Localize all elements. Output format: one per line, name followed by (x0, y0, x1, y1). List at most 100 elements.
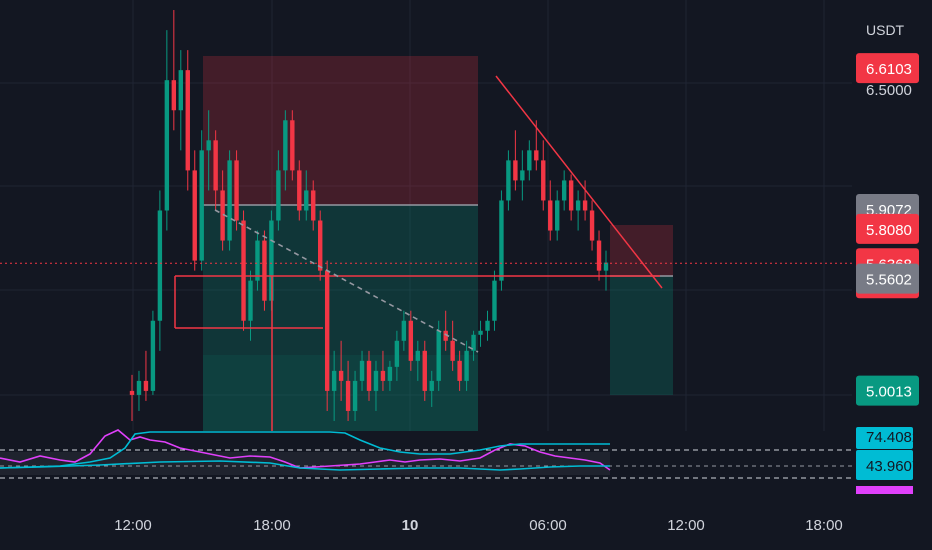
projection-dashed-line[interactable] (214, 209, 479, 353)
candle (171, 10, 177, 131)
candle (541, 140, 546, 211)
candle (192, 150, 197, 271)
candle-body (283, 120, 288, 171)
price-tag-bg (856, 213, 919, 244)
y-tick-label: 6.5000 (866, 82, 912, 99)
candle (136, 370, 142, 411)
candle (143, 350, 149, 401)
candle-body (199, 150, 204, 261)
candle-body (255, 240, 260, 281)
candle (262, 230, 267, 311)
candle (568, 174, 574, 221)
candle-body (436, 330, 441, 381)
candle (297, 160, 302, 221)
candle (394, 330, 400, 381)
indicator-tag-value: 74.4082 (866, 429, 920, 446)
price-tag: 5.5602 (856, 263, 919, 294)
price-tag-value: 5.0013 (866, 384, 912, 401)
candle-body (555, 200, 560, 231)
price-tag: 6.6103 (856, 53, 919, 84)
price-tag-value: 5.8080 (866, 222, 912, 239)
candle (520, 150, 525, 201)
candle (220, 170, 225, 251)
indicator-band-fill (0, 452, 610, 475)
candle (164, 30, 170, 231)
candle-body (596, 240, 602, 271)
indicator-tag: 74.4082 (856, 427, 920, 449)
candle-body (450, 340, 455, 361)
candle (401, 310, 407, 351)
candle (415, 340, 420, 381)
candle (255, 230, 260, 291)
currency-label: USDT (866, 22, 905, 38)
candle (338, 340, 344, 401)
x-tick-label: 06:00 (529, 517, 567, 534)
short-position-stop-zone[interactable] (203, 56, 478, 205)
candle (290, 110, 295, 181)
candle-body (185, 70, 190, 171)
candle (548, 180, 553, 241)
y-axis-ticks: 6.5000 (866, 82, 912, 99)
price-tag-bg (856, 263, 919, 294)
candle (359, 350, 365, 391)
candle-body (269, 220, 274, 301)
candle (513, 130, 518, 191)
candle (178, 50, 183, 151)
candle-body (429, 380, 434, 391)
candle-body (164, 80, 170, 211)
candle-body (297, 170, 302, 211)
candle (380, 350, 386, 391)
candle (443, 310, 448, 351)
candle-body (157, 210, 163, 321)
candle (603, 250, 609, 291)
candle (206, 110, 211, 191)
candle (318, 210, 323, 281)
price-tags: 6.61035.90725.80805.636808:035.56025.001… (856, 53, 919, 406)
candle-body (311, 190, 316, 221)
x-axis-ticks: 12:00 18:00 10 06:00 12:00 18:00 (114, 517, 843, 534)
candle (324, 260, 330, 411)
x-tick-label: 12:00 (114, 517, 152, 534)
indicator-tag-bg (856, 450, 913, 480)
short-position-2-stop-zone[interactable] (610, 225, 673, 276)
candle (283, 110, 288, 191)
candle-body (227, 160, 232, 241)
candle-body (234, 160, 239, 221)
candle-body (548, 200, 553, 231)
x-tick-label: 12:00 (667, 517, 705, 534)
x-tick-label: 10 (402, 517, 419, 534)
candle-body (143, 380, 149, 391)
candle-body (401, 320, 407, 341)
candle-body (464, 350, 469, 381)
candle (589, 200, 595, 251)
horizontal-grid (0, 82, 852, 396)
indicator-tag-bg (856, 427, 913, 449)
candle (429, 370, 434, 407)
candle (471, 330, 476, 361)
candle-body (589, 210, 595, 241)
candle-body (324, 270, 330, 391)
candle (464, 340, 469, 391)
candle-body (220, 190, 225, 241)
candle (199, 130, 204, 271)
candle-body (359, 360, 365, 381)
x-tick-label: 18:00 (805, 517, 843, 534)
candle-body (408, 320, 414, 361)
descending-trendline[interactable] (495, 75, 663, 289)
candle-body (506, 160, 511, 201)
candle (331, 350, 337, 421)
short-position-2-target-zone[interactable] (610, 276, 673, 395)
candle-body (541, 160, 546, 201)
candle-body (178, 70, 183, 111)
candle-body (338, 370, 344, 381)
candle-body (568, 180, 574, 211)
candle-body (603, 262, 609, 271)
candle-body (520, 170, 525, 181)
candle-body (150, 320, 156, 391)
candle (311, 180, 316, 231)
candle (185, 50, 190, 191)
candle (387, 360, 393, 391)
candle (527, 140, 532, 181)
candle (450, 320, 455, 371)
